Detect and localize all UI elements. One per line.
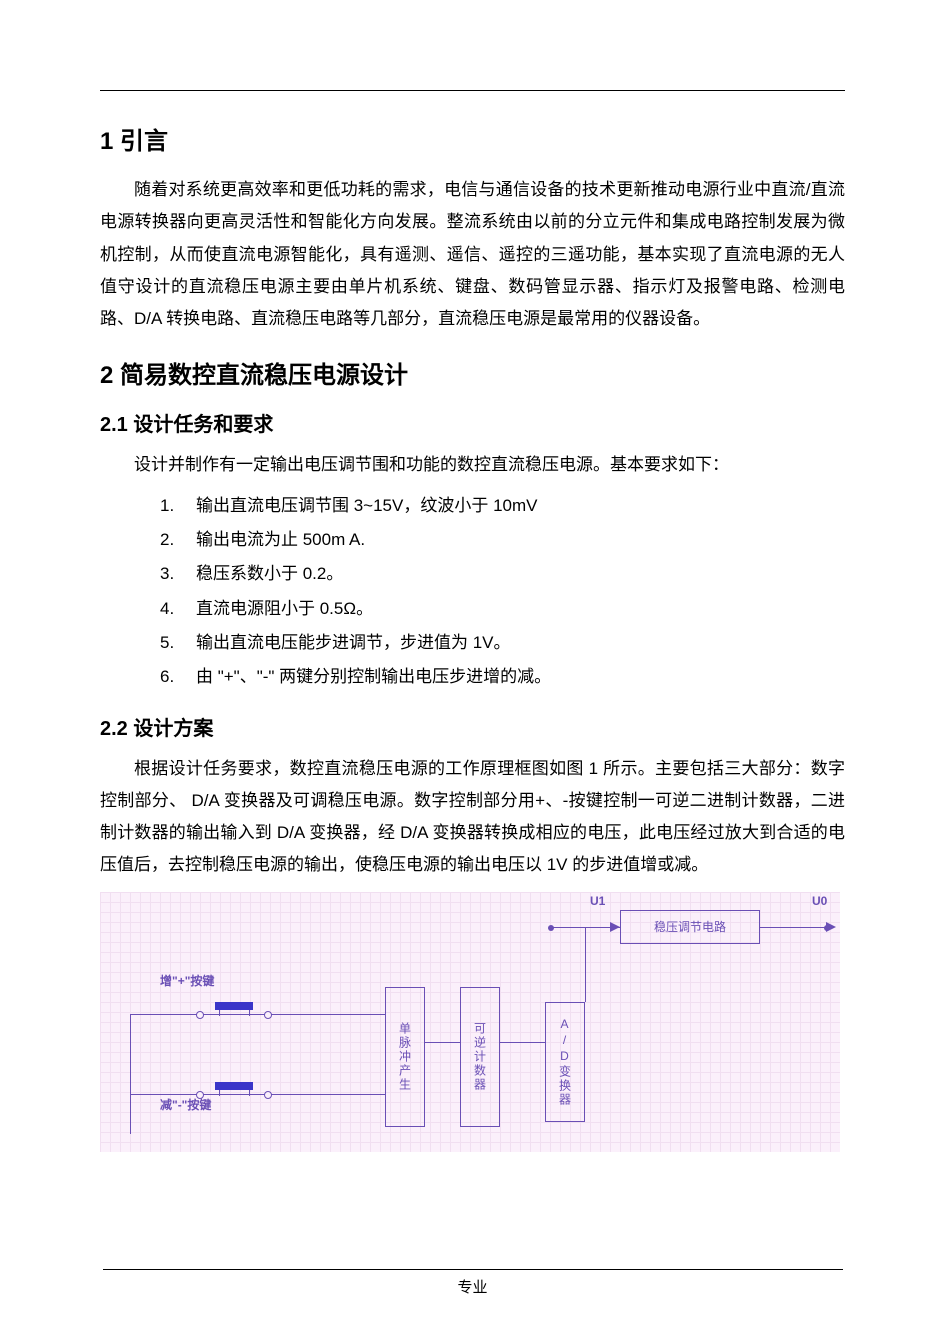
diagram-arrow-icon xyxy=(610,922,620,932)
diagram-label-u0: U0 xyxy=(812,894,827,908)
heading-2-2: 2.2 设计方案 xyxy=(100,712,845,741)
diagram-node-icon xyxy=(548,925,554,931)
block-diagram: 稳压调节电路单脉冲产生 可逆计数器 A/D变换器 U1 U0 增"+"按键减"-"按键 xyxy=(100,892,840,1152)
footer-text: 专业 xyxy=(457,1279,487,1296)
diagram-wire xyxy=(130,1094,131,1134)
diagram-block-dac: A/D变换器 xyxy=(545,1002,585,1122)
page-footer: 专业 xyxy=(0,1269,945,1297)
list-item: 2.输出电流为止 500m A. xyxy=(160,524,845,556)
diagram-block-pulse: 单脉冲产生 xyxy=(385,987,425,1127)
diagram-block-label: 可逆计数器 xyxy=(472,1022,489,1092)
list-item: 3.稳压系数小于 0.2。 xyxy=(160,558,845,590)
diagram-label-inc: 增"+"按键 xyxy=(160,972,214,989)
diagram-contact-icon xyxy=(264,1091,272,1099)
list-item-text: 直流电源阻小于 0.5Ω。 xyxy=(196,599,373,618)
list-item-text: 输出电流为止 500m A. xyxy=(196,530,365,549)
diagram-block-label: 单脉冲产生 xyxy=(397,1022,414,1092)
list-item: 5.输出直流电压能步进调节，步进值为 1V。 xyxy=(160,627,845,659)
diagram-wire xyxy=(249,1010,250,1016)
paragraph-intro: 随着对系统更高效率和更低功耗的需求，电信与通信设备的技术更新推动电源行业中直流/… xyxy=(100,174,845,335)
list-item: 6.由 "+"、"-" 两键分别控制输出电压步进增的减。 xyxy=(160,661,845,693)
diagram-contact-icon xyxy=(264,1011,272,1019)
diagram-block-label: 稳压调节电路 xyxy=(654,918,726,935)
diagram-node-icon xyxy=(824,925,830,931)
heading-2-1: 2.1 设计任务和要求 xyxy=(100,408,845,437)
diagram-wire xyxy=(585,928,586,1002)
top-rule xyxy=(100,90,845,91)
list-item-text: 由 "+"、"-" 两键分别控制输出电压步进增的减。 xyxy=(196,667,551,686)
list-item-text: 输出直流电压能步进调节，步进值为 1V。 xyxy=(196,633,511,652)
diagram-label-dec: 减"-"按键 xyxy=(160,1096,211,1113)
diagram-wire xyxy=(500,1042,545,1043)
diagram-block-label: A/D变换器 xyxy=(557,1017,574,1107)
diagram-wire xyxy=(130,1014,385,1015)
diagram-wire xyxy=(760,927,826,928)
diagram-contact-icon xyxy=(196,1011,204,1019)
footer-rule xyxy=(103,1269,843,1270)
document-page: 1 引言 随着对系统更高效率和更低功耗的需求，电信与通信设备的技术更新推动电源行… xyxy=(0,0,945,1337)
list-item-text: 输出直流电压调节围 3~15V，纹波小于 10mV xyxy=(196,496,538,515)
list-item: 4.直流电源阻小于 0.5Ω。 xyxy=(160,593,845,625)
diagram-wire xyxy=(249,1090,250,1096)
list-item: 1.输出直流电压调节围 3~15V，纹波小于 10mV xyxy=(160,490,845,522)
diagram-wire xyxy=(219,1010,220,1016)
heading-2: 2 简易数控直流稳压电源设计 xyxy=(100,355,845,390)
diagram-block-counter: 可逆计数器 xyxy=(460,987,500,1127)
requirements-list: 1.输出直流电压调节围 3~15V，纹波小于 10mV 2.输出电流为止 500… xyxy=(160,490,845,694)
diagram-button-dec-icon xyxy=(215,1082,253,1090)
diagram-contact-icon xyxy=(196,1091,204,1099)
paragraph-2-2: 根据设计任务要求，数控直流稳压电源的工作原理框图如图 1 所示。主要包括三大部分… xyxy=(100,753,845,882)
diagram-label-u1: U1 xyxy=(590,894,605,908)
paragraph-2-1-intro: 设计并制作有一定输出电压调节围和功能的数控直流稳压电源。基本要求如下： xyxy=(100,449,845,481)
block-diagram-wrap: 稳压调节电路单脉冲产生 可逆计数器 A/D变换器 U1 U0 增"+"按键减"-"按键 xyxy=(100,892,840,1152)
diagram-button-inc-icon xyxy=(215,1002,253,1010)
heading-1: 1 引言 xyxy=(100,121,845,156)
diagram-wire xyxy=(425,1042,460,1043)
diagram-block-regulator: 稳压调节电路 xyxy=(620,910,760,944)
diagram-wire xyxy=(130,1094,385,1095)
diagram-wire xyxy=(219,1090,220,1096)
list-item-text: 稳压系数小于 0.2。 xyxy=(196,564,343,583)
